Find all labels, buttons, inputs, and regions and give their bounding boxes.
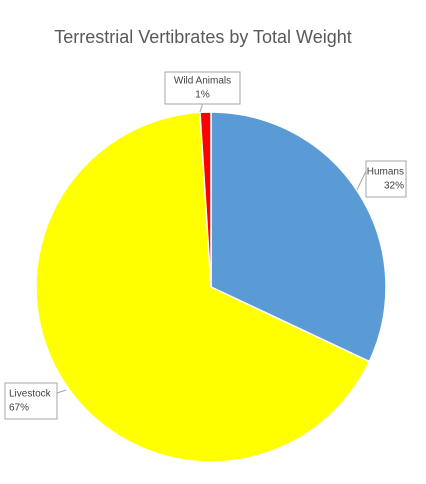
data-label-value: 67%	[9, 403, 29, 414]
pie-slice	[35, 111, 371, 463]
data-label-value: 1%	[195, 90, 210, 101]
data-label-callout	[4, 382, 58, 420]
data-label-leader	[356, 170, 367, 191]
data-label-callout	[164, 71, 241, 105]
pie-slice	[210, 111, 387, 363]
data-label-name: Wild Animals	[174, 76, 231, 87]
data-label-name: Livestock	[9, 389, 52, 400]
data-label-callout	[365, 160, 407, 198]
data-label-leader	[199, 103, 203, 113]
data-label-value: 32%	[384, 181, 404, 192]
data-label-name: Humans	[367, 167, 404, 178]
data-label-leader	[56, 389, 67, 394]
chart-title: Terrestrial Vertibrates by Total Weight	[54, 27, 351, 47]
pie-slice	[199, 111, 212, 288]
